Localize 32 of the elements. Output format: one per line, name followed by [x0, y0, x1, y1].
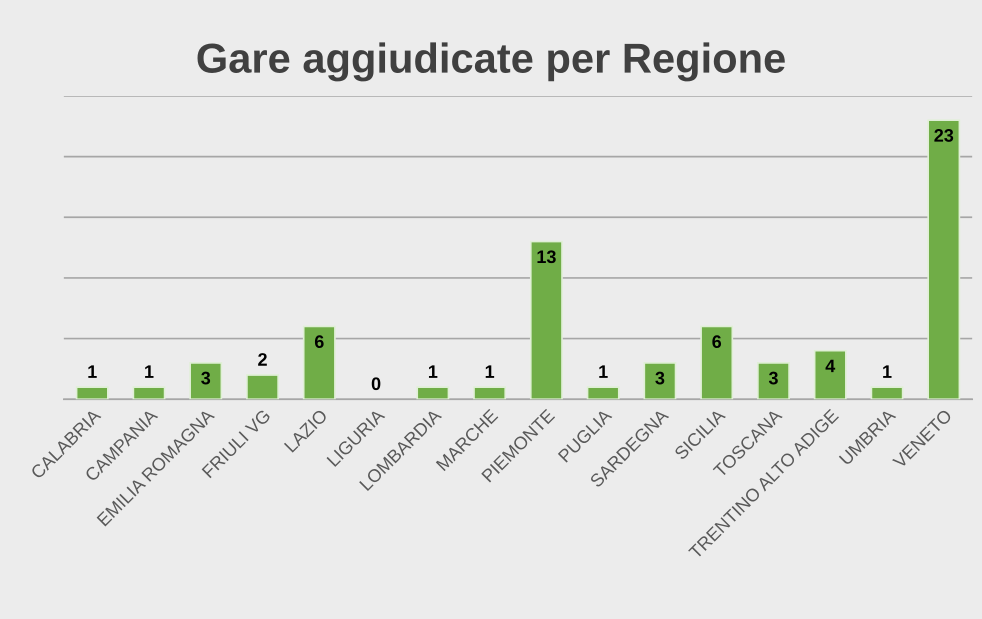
data-label: 6 [712, 335, 722, 348]
bar [700, 326, 734, 400]
bar [814, 350, 847, 400]
data-label: 1 [88, 365, 97, 378]
bar [473, 386, 506, 400]
data-label: 0 [372, 377, 380, 390]
chart-title: Gare aggiudicate per Regione [198, 42, 785, 82]
bar [132, 386, 166, 400]
bar [530, 240, 563, 400]
data-label: 13 [537, 250, 556, 264]
data-label: 3 [201, 372, 210, 384]
data-label: 1 [486, 365, 494, 378]
data-label: 3 [655, 372, 664, 384]
data-label: 1 [428, 365, 438, 378]
bar [246, 374, 279, 400]
bar [76, 386, 109, 400]
bar [643, 362, 676, 400]
bar [927, 119, 960, 400]
data-label: 1 [599, 365, 608, 378]
data-label: 23 [934, 129, 954, 142]
data-label: 1 [883, 365, 892, 378]
bar [302, 326, 336, 400]
bar [870, 386, 904, 400]
data-label: 3 [768, 372, 778, 384]
bar [586, 386, 620, 400]
data-label: 1 [145, 365, 154, 378]
data-label: 6 [314, 335, 324, 348]
bar [189, 362, 222, 400]
data-label: 4 [826, 360, 836, 372]
bar [757, 362, 790, 400]
data-label: 2 [258, 353, 267, 366]
bar [416, 386, 450, 400]
